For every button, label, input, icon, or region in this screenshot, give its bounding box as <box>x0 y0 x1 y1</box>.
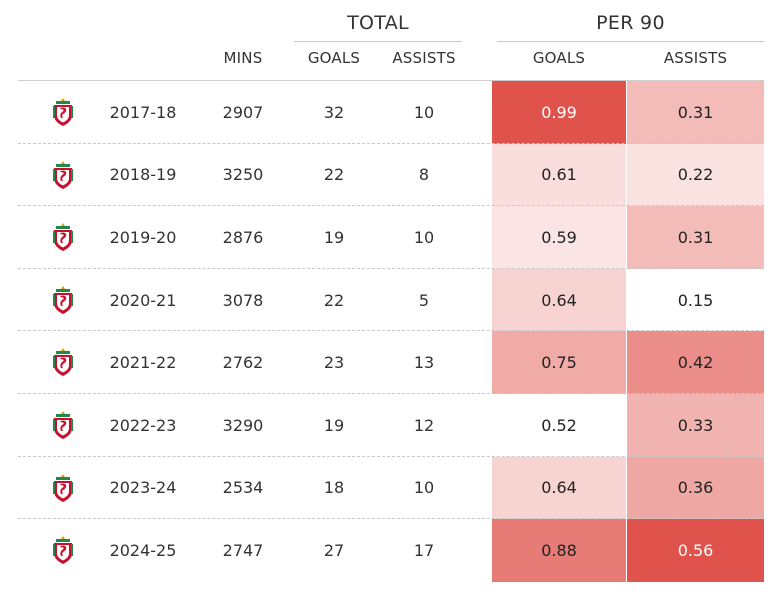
table-row: 2018-19 3250 22 8 0.61 0.22 <box>18 143 764 207</box>
total-goals-cell: 22 <box>323 290 345 310</box>
per90-goals-cell: 0.64 <box>492 268 626 332</box>
mins-cell: 2907 <box>222 102 264 122</box>
row-divider <box>18 267 764 269</box>
total-goals-cell: 22 <box>323 165 345 185</box>
per90-assists-cell: 0.42 <box>627 331 764 394</box>
row-divider <box>18 142 764 144</box>
per90-assists-cell: 0.31 <box>627 81 764 144</box>
total-group-label: TOTAL <box>347 12 409 34</box>
row-divider <box>18 455 764 457</box>
mins-cell: 3078 <box>222 290 264 310</box>
row-divider <box>18 330 764 332</box>
liverpool-crest-icon <box>51 535 75 565</box>
liverpool-crest-icon <box>51 222 75 252</box>
col-header-per90-goals: GOALS <box>532 49 586 67</box>
per90-goals-cell: 0.99 <box>492 81 626 144</box>
season-cell: 2018-19 <box>109 165 177 185</box>
total-assists-cell: 10 <box>413 227 435 247</box>
liverpool-crest-icon <box>51 347 75 377</box>
total-assists-cell: 10 <box>413 102 435 122</box>
per90-assists-cell: 0.15 <box>627 268 764 332</box>
table-row: 2024-25 2747 27 17 0.88 0.56 <box>18 519 764 582</box>
total-goals-cell: 23 <box>323 353 345 373</box>
mins-cell: 3250 <box>222 165 264 185</box>
liverpool-crest-icon <box>51 97 75 127</box>
table-row: 2021-22 2762 23 13 0.75 0.42 <box>18 331 764 394</box>
row-divider <box>18 205 764 207</box>
per90-assists-cell: 0.36 <box>627 456 764 520</box>
col-header-per90-assists: ASSISTS <box>663 49 728 67</box>
total-goals-cell: 18 <box>323 478 345 498</box>
total-goals-cell: 19 <box>323 415 345 435</box>
per90-goals-cell: 0.52 <box>492 394 626 457</box>
table-row: 2023-24 2534 18 10 0.64 0.36 <box>18 456 764 520</box>
col-header-total-goals: GOALS <box>307 49 361 67</box>
mins-cell: 2747 <box>222 540 264 560</box>
liverpool-crest-icon <box>51 160 75 190</box>
total-assists-cell: 5 <box>418 290 430 310</box>
per90-goals-cell: 0.61 <box>492 143 626 207</box>
season-cell: 2022-23 <box>109 415 177 435</box>
table-row: 2019-20 2876 19 10 0.59 0.31 <box>18 206 764 269</box>
row-divider <box>18 518 764 520</box>
per90-group-underline <box>497 41 764 42</box>
total-assists-cell: 12 <box>413 415 435 435</box>
season-cell: 2019-20 <box>109 227 177 247</box>
col-header-mins: MINS <box>223 49 263 67</box>
season-cell: 2020-21 <box>109 290 177 310</box>
per90-group-label: PER 90 <box>596 12 665 34</box>
total-assists-cell: 10 <box>413 478 435 498</box>
mins-cell: 2762 <box>222 353 264 373</box>
total-goals-cell: 32 <box>323 102 345 122</box>
per90-goals-cell: 0.88 <box>492 519 626 582</box>
total-goals-cell: 27 <box>323 540 345 560</box>
table-row: 2020-21 3078 22 5 0.64 0.15 <box>18 268 764 332</box>
row-divider <box>18 392 764 394</box>
total-group-underline <box>294 41 462 42</box>
per90-goals-cell: 0.75 <box>492 331 626 394</box>
mins-cell: 2876 <box>222 227 264 247</box>
per90-assists-cell: 0.22 <box>627 143 764 207</box>
season-cell: 2023-24 <box>109 478 177 498</box>
liverpool-crest-icon <box>51 473 75 503</box>
per90-assists-cell: 0.31 <box>627 206 764 269</box>
mins-cell: 2534 <box>222 478 264 498</box>
per90-assists-cell: 0.56 <box>627 519 764 582</box>
header-divider <box>18 80 764 81</box>
col-header-total-assists: ASSISTS <box>392 49 456 67</box>
liverpool-crest-icon <box>51 410 75 440</box>
total-assists-cell: 17 <box>413 540 435 560</box>
mins-cell: 3290 <box>222 415 264 435</box>
season-cell: 2021-22 <box>109 353 177 373</box>
per90-goals-cell: 0.64 <box>492 456 626 520</box>
total-assists-cell: 13 <box>413 353 435 373</box>
total-goals-cell: 19 <box>323 227 345 247</box>
per90-assists-cell: 0.33 <box>627 394 764 457</box>
table-row: 2022-23 3290 19 12 0.52 0.33 <box>18 394 764 457</box>
table-row: 2017-18 2907 32 10 0.99 0.31 <box>18 81 764 144</box>
season-cell: 2024-25 <box>109 540 177 560</box>
liverpool-crest-icon <box>51 285 75 315</box>
per90-goals-cell: 0.59 <box>492 206 626 269</box>
season-cell: 2017-18 <box>109 102 177 122</box>
total-assists-cell: 8 <box>418 165 430 185</box>
